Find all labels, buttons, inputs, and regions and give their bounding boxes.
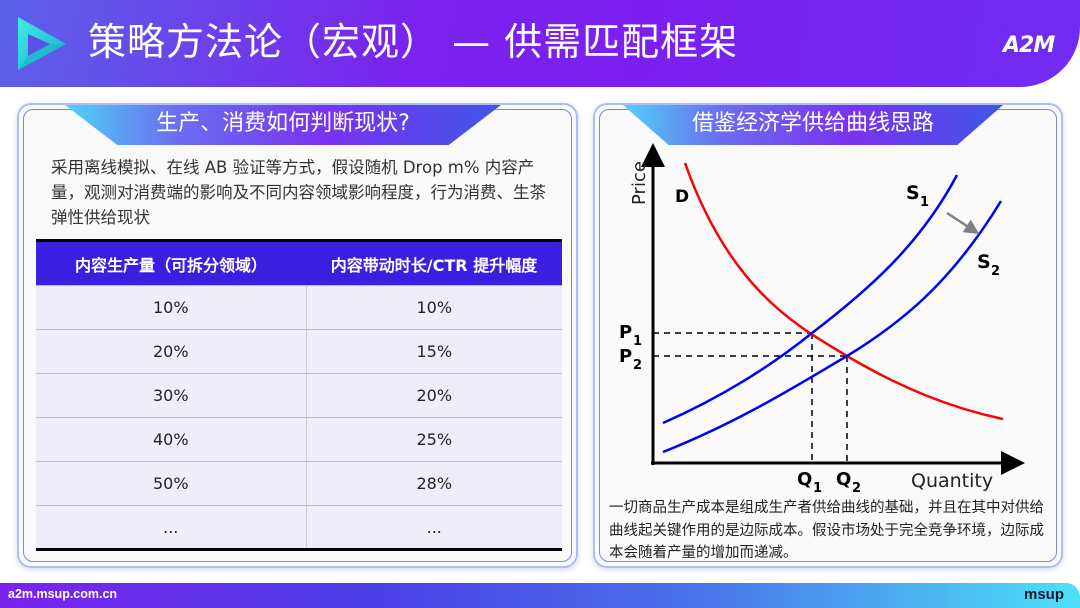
table-row: 30% 20% — [36, 373, 562, 418]
p1-label: P 1 — [619, 322, 642, 349]
table-row: 20% 15% — [36, 329, 562, 374]
production-impact-table: 内容生产量（可拆分领域） 内容带动时长/CTR 提升幅度 10% 10% 20%… — [36, 239, 562, 551]
table-cell: 25% — [305, 417, 562, 462]
svg-text:Q: Q — [797, 469, 812, 490]
msup-brand-logo: msup — [1023, 586, 1064, 603]
q1-label: Q 1 — [797, 469, 822, 493]
column-header-uplift: 内容带动时长/CTR 提升幅度 — [306, 240, 562, 286]
svg-text:S: S — [906, 182, 920, 204]
a2m-brand-logo: A2M — [1003, 33, 1055, 58]
table-cell: ... — [305, 505, 562, 550]
page-title: 策略方法论（宏观） — 供需匹配框架 — [88, 20, 739, 64]
supply-shift-arrow — [946, 211, 980, 235]
s1-label: S 1 — [906, 182, 929, 210]
svg-text:1: 1 — [633, 334, 642, 349]
table-header-row: 内容生产量（可拆分领域） 内容带动时长/CTR 提升幅度 — [36, 240, 562, 286]
svg-text:P: P — [619, 346, 632, 367]
table-row: 40% 25% — [36, 417, 562, 462]
svg-text:1: 1 — [813, 481, 822, 493]
left-panel: 生产、消费如何判断现状? 采用离线模拟、在线 AB 验证等方式，假设随机 Dro… — [17, 103, 578, 568]
column-header-production: 内容生产量（可拆分领域） — [36, 240, 306, 286]
table-cell: 15% — [305, 329, 562, 374]
svg-text:2: 2 — [991, 264, 1000, 279]
table-cell: 10% — [36, 285, 306, 330]
table-row: 50% 28% — [36, 461, 562, 506]
svg-text:1: 1 — [920, 195, 929, 210]
right-panel-caption: 一切商品生产成本是组成生产者供给曲线的基础，并且在其中对供给曲线起关键作用的是边… — [609, 500, 1044, 561]
footer-url-link[interactable]: a2m.msup.com.cn — [8, 587, 118, 601]
table-cell: 28% — [305, 461, 562, 506]
right-panel: 借鉴经济学供给曲线思路 Price Quantity D S — [593, 103, 1063, 568]
left-panel-title: 生产、消费如何判断现状? — [65, 105, 501, 145]
footer-bar: a2m.msup.com.cn msup — [0, 583, 1080, 608]
table-cell: 40% — [36, 417, 306, 462]
svg-text:2: 2 — [633, 358, 642, 373]
svg-text:Q: Q — [836, 469, 851, 490]
table-cell: 50% — [36, 461, 306, 506]
p2-label: P 2 — [619, 346, 642, 373]
supply-demand-diagram: Price Quantity D S 1 S 2 P 1 P 2 — [619, 143, 1025, 493]
supply-curve-s2 — [662, 200, 1003, 454]
right-panel-inner — [599, 109, 1057, 562]
demand-label: D — [675, 187, 689, 207]
table-cell: 20% — [36, 329, 306, 374]
right-panel-title: 借鉴经济学供给曲线思路 — [623, 105, 1003, 145]
table-cell: 20% — [305, 373, 562, 418]
play-triangle-logo-icon — [18, 17, 66, 70]
q2-label: Q 2 — [836, 469, 861, 493]
table-cell: 10% — [305, 285, 562, 330]
svg-text:P: P — [619, 322, 632, 343]
svg-text:S: S — [977, 251, 991, 273]
table-row: 10% 10% — [36, 285, 562, 330]
left-panel-description: 采用离线模拟、在线 AB 验证等方式，假设随机 Drop m% 内容产量，观测对… — [51, 158, 546, 227]
header-banner: 策略方法论（宏观） — 供需匹配框架 A2M — [0, 0, 1080, 87]
x-axis-label: Quantity — [911, 470, 993, 492]
table-cell: ... — [36, 505, 306, 550]
demand-curve — [683, 162, 1004, 421]
y-axis-label: Price — [629, 161, 650, 205]
table-cell: 30% — [36, 373, 306, 418]
svg-text:2: 2 — [852, 481, 861, 493]
supply-curve-s1 — [662, 174, 959, 425]
table-row: ... ... — [36, 505, 562, 550]
s2-label: S 2 — [977, 251, 1000, 279]
